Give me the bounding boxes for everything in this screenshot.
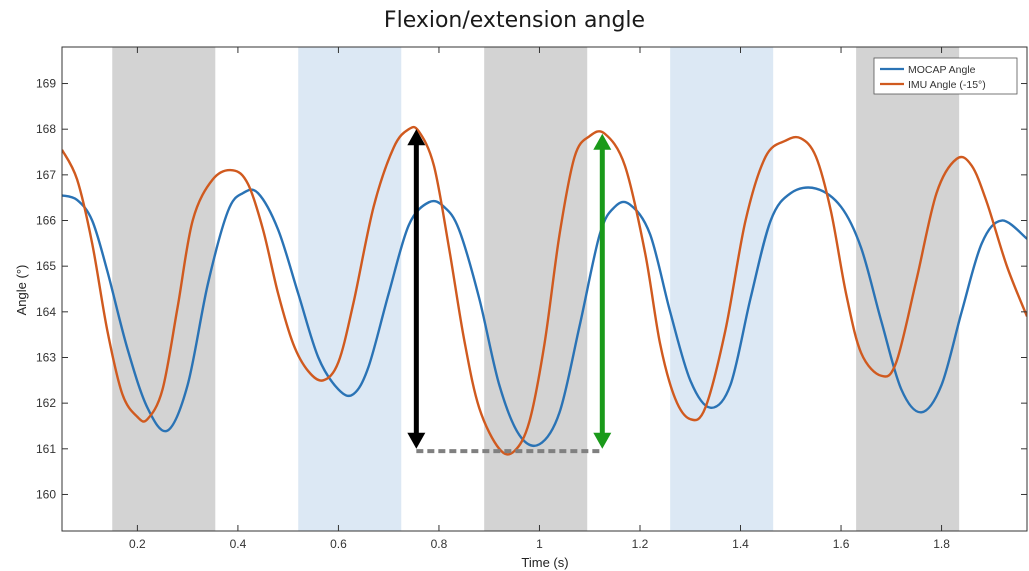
series-line-mocap <box>62 186 1027 448</box>
shaded-region-1 <box>298 47 402 531</box>
x-tick-label: 0.4 <box>230 537 247 551</box>
plot-frame <box>61 46 1028 532</box>
x-tick-label: 0.6 <box>330 537 347 551</box>
y-axis: 160 161 162 163 164 165 166 167 168 169 <box>36 77 1027 501</box>
shaded-region-3 <box>670 47 774 531</box>
y-tick-label: 161 <box>36 442 56 456</box>
x-axis-label: Time (s) <box>521 555 568 570</box>
shaded-region-0 <box>112 47 216 531</box>
annotations <box>407 129 612 454</box>
series-line-imu <box>62 125 1027 456</box>
x-tick-label: 1 <box>536 537 543 551</box>
legend-box <box>873 57 1018 95</box>
y-tick-label: 165 <box>36 259 56 273</box>
x-tick-label: 1.6 <box>833 537 850 551</box>
x-tick-label: 0.2 <box>129 537 146 551</box>
y-tick-label: 164 <box>36 305 56 319</box>
y-tick-label: 160 <box>36 487 56 501</box>
chart-title: Flexion/extension angle <box>383 8 646 33</box>
x-tick-label: 1.8 <box>933 537 950 551</box>
y-tick-label: 169 <box>36 77 56 91</box>
x-axis: 0.2 0.4 0.6 0.8 1 1.2 1.4 1.6 1.8 <box>129 47 950 551</box>
legend: MOCAP Angle IMU Angle (-15°) <box>873 57 1018 95</box>
series-lines <box>62 125 1027 456</box>
x-tick-label: 1.2 <box>632 537 649 551</box>
annotation-double-arrow-1 <box>593 133 612 449</box>
x-tick-label: 0.8 <box>431 537 448 551</box>
y-tick-label: 167 <box>36 168 56 182</box>
annotation-double-arrow-0 <box>407 129 426 449</box>
y-axis-label: Angle (°) <box>14 265 29 316</box>
y-tick-label: 163 <box>36 350 56 364</box>
y-tick-label: 166 <box>36 214 56 228</box>
y-tick-label: 162 <box>36 396 56 410</box>
legend-label-imu: IMU Angle (-15°) <box>908 79 986 91</box>
shaded-region-2 <box>484 47 588 531</box>
legend-label-mocap: MOCAP Angle <box>908 64 976 76</box>
y-tick-label: 168 <box>36 122 56 136</box>
x-tick-label: 1.4 <box>732 537 749 551</box>
